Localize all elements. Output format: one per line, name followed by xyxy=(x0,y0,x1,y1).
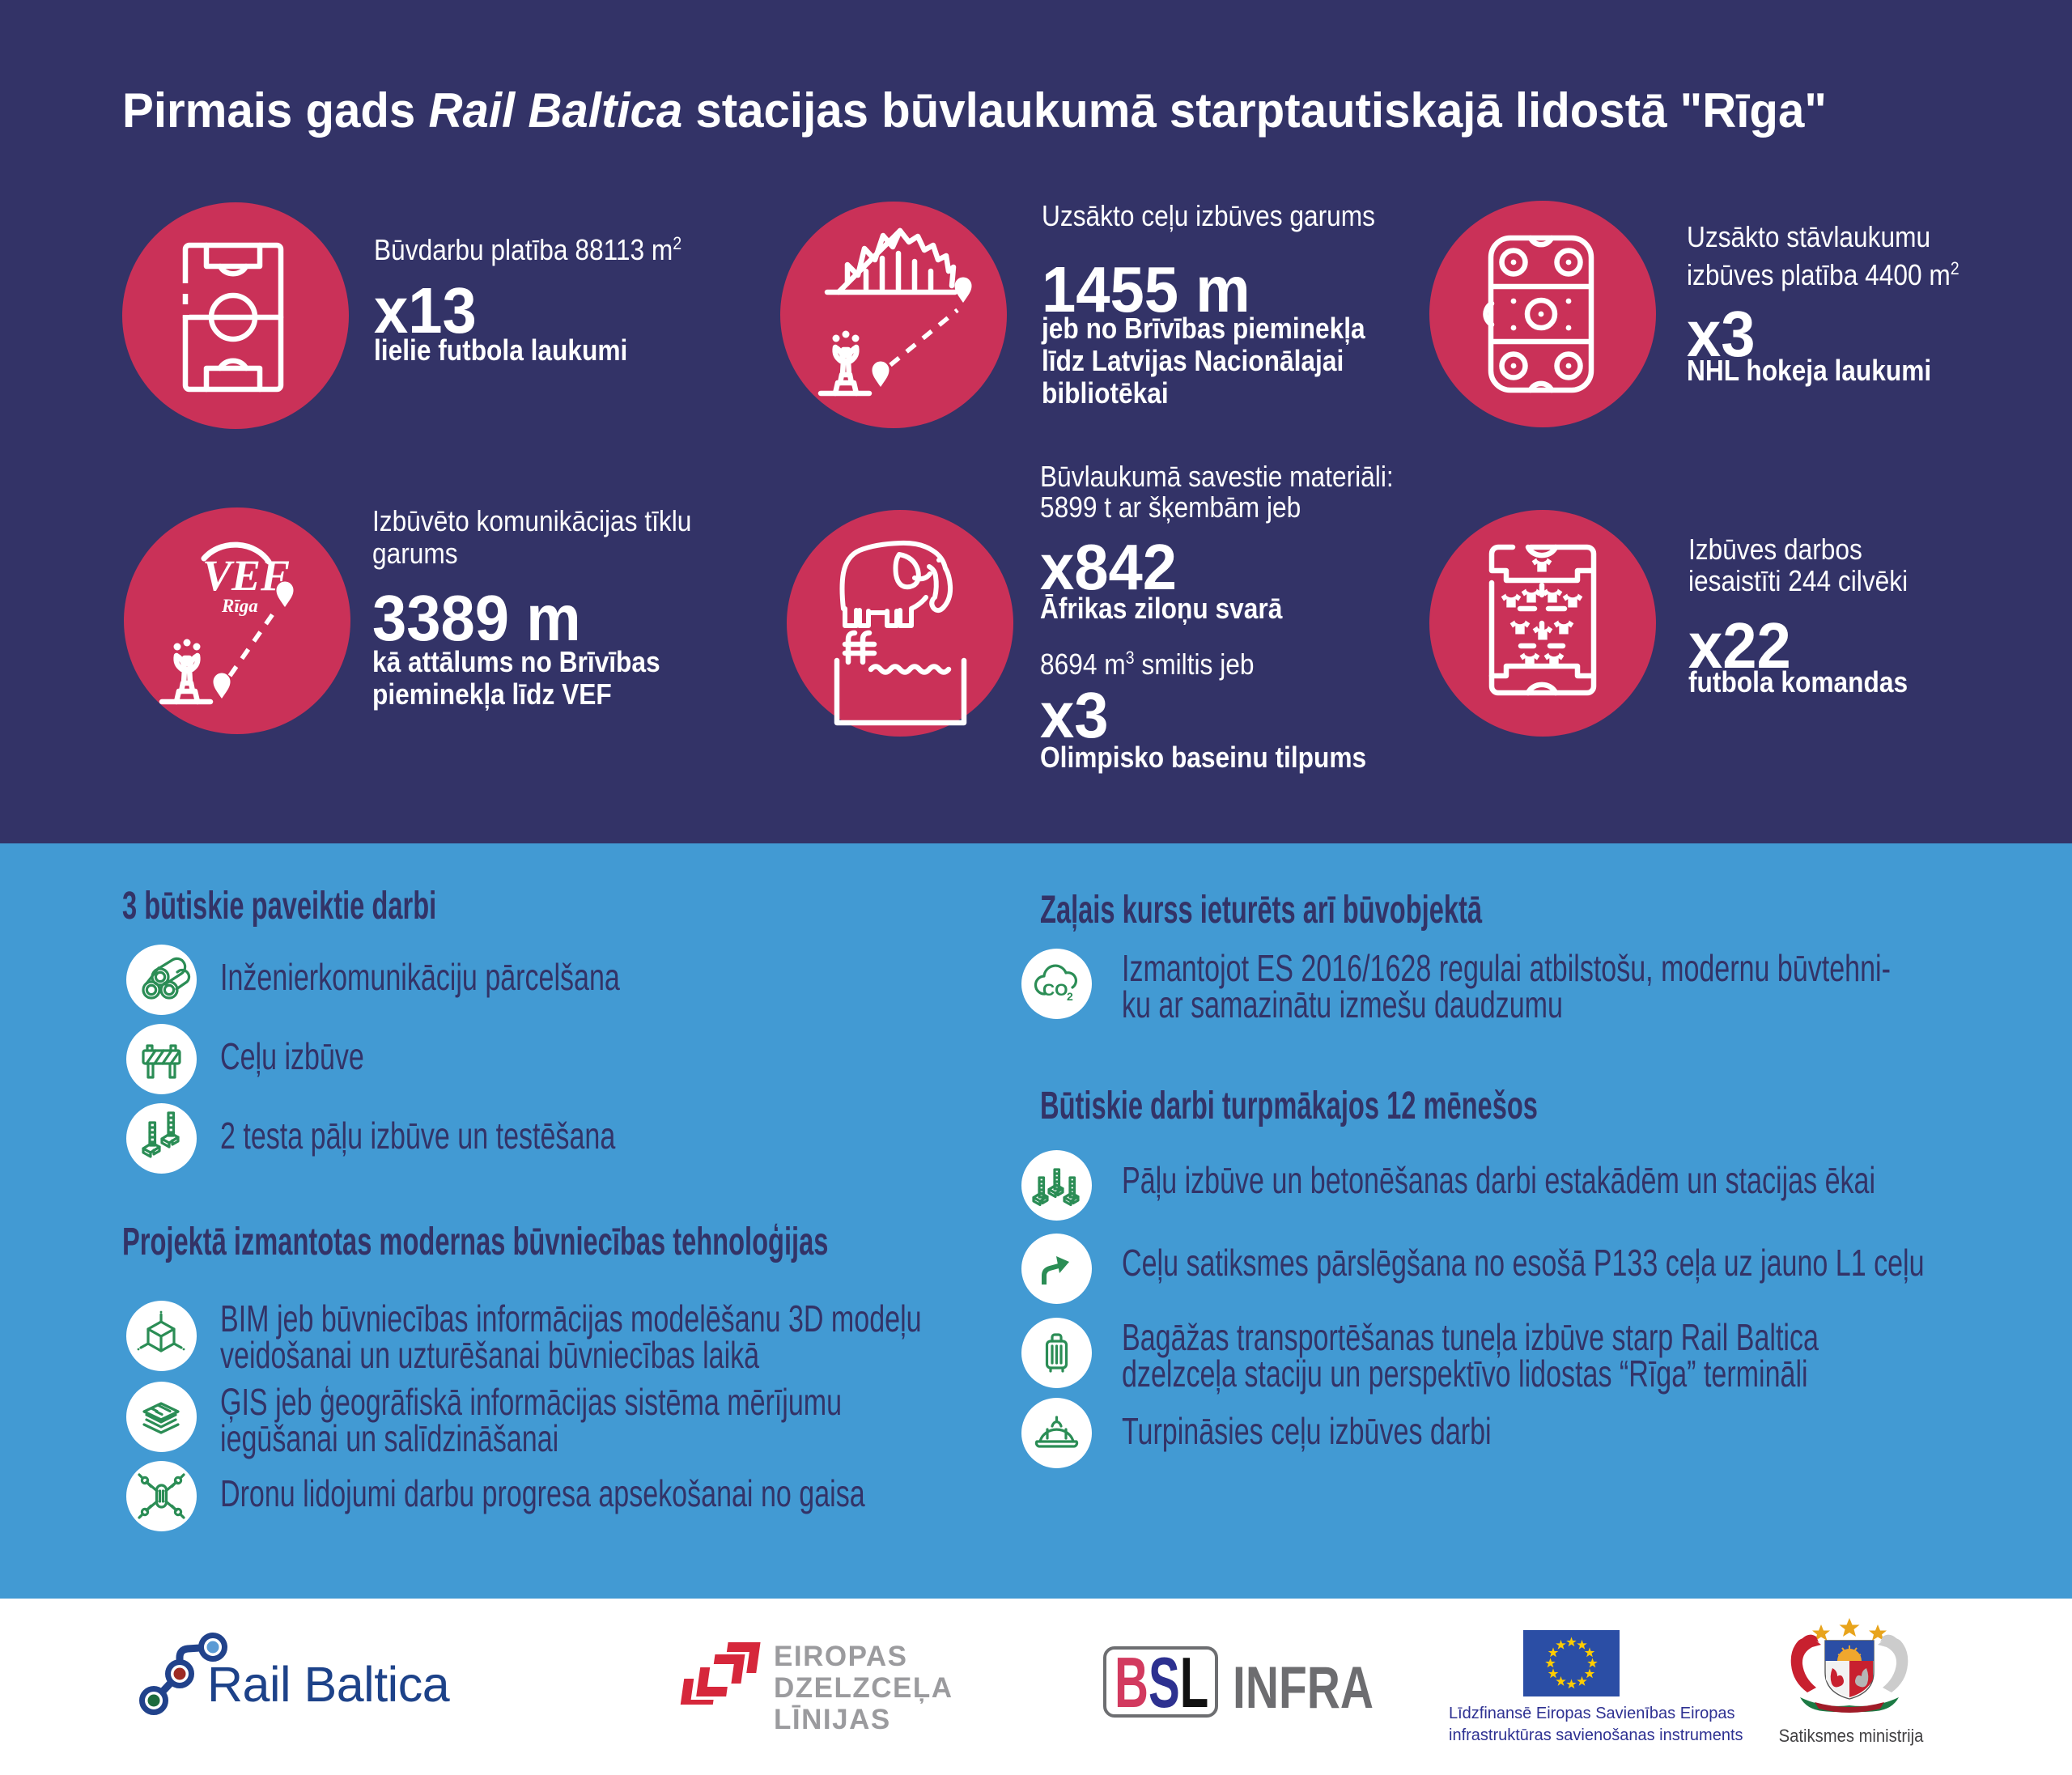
svg-text:CO: CO xyxy=(1042,981,1068,1000)
svg-text:2: 2 xyxy=(1067,990,1073,1003)
